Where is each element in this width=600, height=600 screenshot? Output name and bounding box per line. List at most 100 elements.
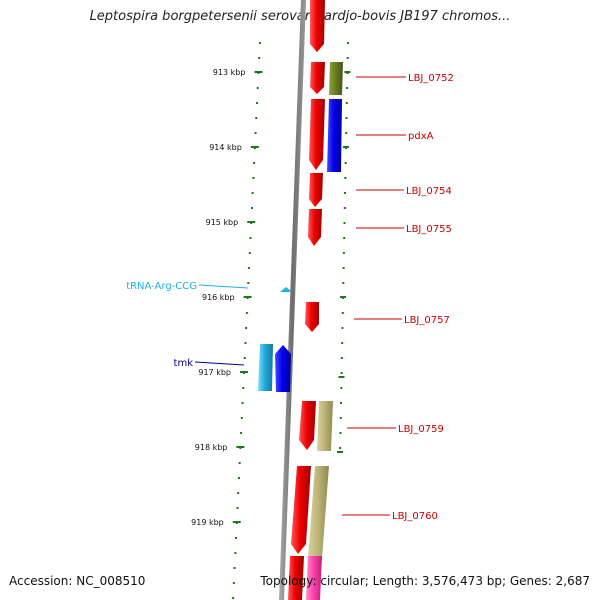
- guide-dot: [235, 537, 238, 539]
- tick-label: 919 kbp: [191, 518, 224, 527]
- guide-dot: [258, 42, 261, 44]
- tick-mark: [254, 71, 263, 73]
- guide-dot: [339, 447, 342, 449]
- tick-mark: [236, 446, 245, 448]
- guide-dot: [339, 432, 342, 434]
- tick-mark: [243, 296, 252, 298]
- gene-arrow-lbj-0759[interactable]: [299, 401, 316, 450]
- guide-dot: [254, 132, 257, 134]
- gene-label[interactable]: LBJ_0757: [404, 315, 450, 326]
- guide-dot: [243, 357, 246, 359]
- guide-dot: [345, 132, 348, 134]
- guide-dot: [241, 402, 244, 404]
- tick-label: 913 kbp: [213, 68, 246, 77]
- coordinate-tick-marks: [232, 71, 351, 523]
- guide-dot: [248, 267, 251, 269]
- chromosome-backbone: [279, 0, 306, 600]
- guide-dot: [236, 507, 239, 509]
- guide-dot: [244, 342, 247, 344]
- gene-label[interactable]: tRNA-Arg-CCG: [126, 281, 197, 292]
- tick-label: 917 kbp: [198, 368, 231, 377]
- gene-arrow-unlabeled-top[interactable]: [310, 0, 325, 52]
- gene-block-lbj-0760-khaki[interactable]: [308, 466, 329, 558]
- gene-label[interactable]: LBJ_0754: [406, 186, 452, 197]
- guide-dot: [342, 282, 345, 284]
- gene-label[interactable]: LBJ_0759: [398, 424, 444, 435]
- guide-dot: [232, 582, 235, 584]
- guide-dot: [345, 102, 348, 104]
- guide-dot: [344, 162, 347, 164]
- guide-dot: [346, 42, 349, 44]
- gene-label[interactable]: LBJ_0752: [408, 73, 454, 84]
- guide-dot: [232, 597, 235, 599]
- tick-mark: [344, 71, 351, 73]
- guide-dot: [344, 177, 347, 179]
- guide-dot: [245, 312, 248, 314]
- genome-stats-text: Topology: circular; Length: 3,576,473 bp…: [260, 574, 590, 588]
- guide-dot: [345, 117, 348, 119]
- gene-arrow-lbj-0752-olive[interactable]: [329, 62, 343, 95]
- gene-trna-arg-ccg[interactable]: [280, 287, 292, 292]
- tick-mark: [239, 371, 248, 373]
- guide-dot: [346, 57, 349, 59]
- guide-dot: [340, 402, 343, 404]
- gene-arrow-lbj-0752[interactable]: [310, 62, 325, 94]
- tick-label: 915 kbp: [206, 218, 239, 227]
- guide-dot: [339, 417, 342, 419]
- guide-dot: [258, 57, 261, 59]
- guide-dot: [237, 492, 240, 494]
- left-dotted-guide: [232, 42, 261, 599]
- tick-label: 914 kbp: [209, 143, 242, 152]
- guide-dot: [340, 387, 343, 389]
- tick-label: 918 kbp: [195, 443, 228, 452]
- guide-dot: [341, 327, 344, 329]
- gene-label[interactable]: LBJ_0760: [392, 511, 438, 522]
- guide-dot: [233, 567, 236, 569]
- guide-dot: [346, 87, 349, 89]
- gene-arrow-unlabeled-bottom-red[interactable]: [288, 556, 304, 600]
- guide-dot: [343, 237, 346, 239]
- gene-labels: LBJ_0752 pdxA LBJ_0754 LBJ_0755 tRNA-Arg-CCG…: [126, 73, 454, 522]
- guide-dot: [340, 372, 343, 374]
- gene-arrow-tmk[interactable]: [275, 345, 291, 392]
- gene-arrow-lbj-0757[interactable]: [305, 302, 319, 332]
- gene-arrow-pdxa[interactable]: [309, 99, 325, 170]
- gene-block-tmk-cyan[interactable]: [258, 344, 273, 391]
- gene-block-lbj-0759-khaki[interactable]: [317, 401, 333, 451]
- gene-label[interactable]: pdxA: [408, 131, 434, 142]
- guide-dot: [340, 357, 343, 359]
- gene-arrow-lbj-0754[interactable]: [309, 173, 323, 207]
- gene-label[interactable]: LBJ_0755: [406, 224, 452, 235]
- guide-dot: [234, 552, 237, 554]
- coordinate-tick-labels: 913 kbp 914 kbp 915 kbp 916 kbp 917 kbp 918 k…: [191, 68, 245, 527]
- guide-dot: [255, 117, 258, 119]
- guide-dot: [242, 387, 245, 389]
- guide-dot: [251, 192, 254, 194]
- gene-block-unlabeled-bottom-pink[interactable]: [306, 556, 322, 600]
- guide-dot: [342, 252, 345, 254]
- tick-mark: [338, 376, 345, 378]
- tick-mark: [337, 451, 344, 453]
- accession-text: Accession: NC_008510: [9, 574, 146, 588]
- guide-dot: [250, 207, 253, 209]
- tick-mark: [232, 521, 241, 523]
- guide-dot: [245, 327, 248, 329]
- guide-dot: [252, 177, 255, 179]
- tick-mark: [250, 146, 259, 148]
- guide-dot: [238, 462, 241, 464]
- tick-mark: [342, 146, 349, 148]
- gene-label-leader: [198, 284, 249, 289]
- guide-dot: [341, 342, 344, 344]
- guide-dot: [341, 312, 344, 314]
- gene-arrow-lbj-0755[interactable]: [308, 209, 322, 246]
- guide-dot: [256, 87, 259, 89]
- guide-dot: [342, 267, 345, 269]
- guide-dot: [249, 237, 252, 239]
- gene-arrow-lbj-0760[interactable]: [291, 466, 311, 554]
- tick-label: 916 kbp: [202, 293, 235, 302]
- guide-dot: [344, 192, 347, 194]
- gene-block-pdxa-blue[interactable]: [327, 99, 342, 172]
- gene-label[interactable]: tmk: [174, 358, 194, 369]
- guide-dot: [247, 282, 250, 284]
